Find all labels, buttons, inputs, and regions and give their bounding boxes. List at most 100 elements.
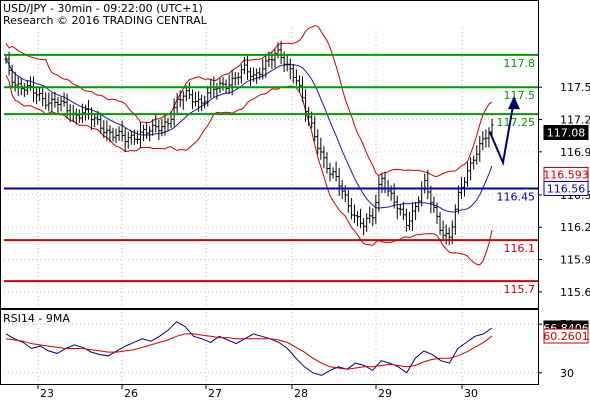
price-bar: [203, 95, 207, 109]
price-bar: [242, 56, 246, 75]
price-bar: [447, 227, 451, 246]
price-bar: [35, 88, 39, 105]
price-bar: [105, 120, 109, 142]
price-bar: [227, 74, 231, 94]
price-bar: [279, 40, 283, 64]
price-bar: [178, 90, 182, 108]
price-bar: [38, 87, 42, 102]
upper-band-label: 116.593: [543, 168, 589, 181]
price-bar: [426, 169, 430, 200]
price-bar: [466, 162, 470, 187]
y-tick-label: 115.6: [560, 286, 590, 299]
price-bar: [50, 93, 54, 113]
price-bar: [47, 92, 51, 112]
y-tick-label: 117.2: [560, 114, 590, 127]
resistance-1-label: 117.25: [497, 116, 536, 129]
price-bar: [404, 208, 408, 232]
projection-arrow-line: [489, 100, 515, 167]
price-bar: [157, 119, 161, 141]
price-bar: [475, 145, 479, 165]
price-bar: [395, 195, 399, 220]
rsi-panel-frame: [0, 309, 539, 385]
price-bar: [435, 202, 439, 224]
price-bar: [10, 64, 14, 89]
price-bar: [187, 82, 191, 100]
price-bar: [291, 64, 295, 84]
price-bar: [62, 92, 66, 107]
price-bar: [252, 67, 256, 82]
price-bar: [398, 204, 402, 216]
price-bar: [102, 120, 106, 139]
support-1-label: 116.1: [504, 242, 536, 255]
price-bar: [297, 75, 301, 93]
x-tick-label: 29: [378, 387, 392, 400]
price-bar: [432, 196, 436, 213]
price-bar: [160, 118, 164, 137]
price-bar: [230, 70, 234, 96]
price-bar: [371, 208, 375, 227]
pivot-badge-label: 116.56: [547, 182, 586, 195]
price-bar: [484, 129, 488, 148]
y-tick-label: 116.2: [560, 221, 590, 234]
price-bar: [135, 130, 139, 144]
bollinger-lower-line: [5, 75, 493, 266]
price-bar: [346, 189, 350, 213]
last-price-label: 117.08: [547, 126, 586, 139]
price-bar: [294, 69, 298, 86]
price-bar: [319, 137, 323, 160]
price-bar: [83, 104, 87, 121]
price-bar: [456, 185, 460, 214]
price-bar: [99, 112, 103, 134]
projection-arrow-head: [508, 96, 520, 110]
price-bar: [194, 91, 198, 107]
price-bar: [469, 157, 473, 181]
price-bar: [365, 213, 369, 233]
x-tick-label: 27: [208, 387, 222, 400]
x-tick-label: 26: [124, 387, 138, 400]
price-bar: [285, 54, 289, 72]
chart-copyright: Research © 2016 TRADING CENTRAL: [3, 14, 207, 27]
y-tick-label: 117.5: [560, 81, 590, 94]
price-bar: [401, 201, 405, 221]
pivot-label: 116.45: [497, 190, 536, 203]
price-bar: [304, 89, 308, 122]
price-bar: [123, 127, 127, 153]
main-panel-frame: [0, 0, 539, 309]
price-bar: [444, 224, 448, 245]
price-bar: [163, 115, 167, 136]
price-bar: [380, 173, 384, 194]
price-bar: [261, 59, 265, 80]
price-bar: [328, 162, 332, 182]
price-bar: [206, 85, 210, 107]
price-bar: [288, 58, 292, 80]
price-bar: [132, 129, 136, 145]
price-bar: [249, 67, 253, 86]
price-bar: [316, 129, 320, 154]
price-bar: [325, 152, 329, 174]
price-bar: [218, 78, 222, 93]
chart-title: USD/JPY - 30min - 09:22:00 (UTC+1): [3, 2, 203, 15]
rsi-ma-line: [5, 333, 493, 370]
price-bar: [322, 146, 326, 169]
price-bar: [175, 93, 179, 115]
price-bar: [114, 128, 118, 144]
price-bar: [44, 92, 48, 110]
price-bar: [41, 88, 45, 107]
x-tick-label: 28: [294, 387, 308, 400]
price-bar: [93, 113, 97, 128]
price-bar: [334, 161, 338, 182]
price-bar: [478, 135, 482, 162]
price-bar: [181, 90, 185, 110]
price-bar: [349, 198, 353, 220]
ma-badge-label: 60.2601: [543, 330, 589, 343]
price-bar: [307, 106, 311, 126]
price-bar: [148, 126, 152, 142]
price-bar: [53, 91, 57, 108]
price-bar: [300, 76, 304, 103]
price-bar: [154, 115, 158, 133]
price-bar: [56, 96, 60, 114]
bollinger-upper-line: [5, 25, 493, 178]
price-bar: [411, 201, 415, 231]
price-bar: [239, 64, 243, 84]
price-bar: [233, 71, 237, 86]
